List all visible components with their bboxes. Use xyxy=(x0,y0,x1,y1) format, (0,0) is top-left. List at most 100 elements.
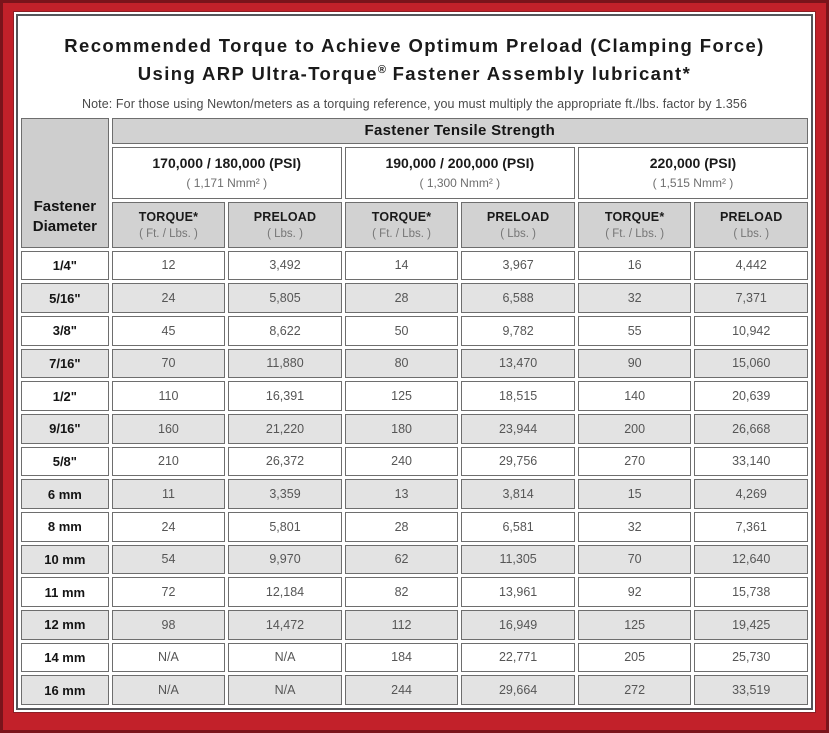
tensile-strength-header: Fastener Tensile Strength xyxy=(111,117,808,144)
fastener-diameter-cell: 5/8" xyxy=(21,446,109,477)
value-cell: 19,425 xyxy=(694,609,808,640)
value-cell: 33,519 xyxy=(694,675,808,705)
fastener-diameter-cell: 14 mm xyxy=(21,642,109,673)
fastener-diameter-cell: 8 mm xyxy=(21,511,109,542)
value-cell: 12,640 xyxy=(694,544,808,575)
value-cell: 125 xyxy=(577,609,692,640)
fastener-diameter-cell: 7/16" xyxy=(21,348,109,379)
preload-unit: ( Lbs. ) xyxy=(500,227,536,240)
value-cell: 62 xyxy=(344,544,459,575)
value-cell: 16,391 xyxy=(228,381,342,411)
value-cell: 14,472 xyxy=(228,609,342,640)
value-cell: 4,442 xyxy=(694,250,808,281)
fastener-diameter-header-line1: Fastener xyxy=(33,198,97,215)
fastener-diameter-cell: 1/4" xyxy=(21,250,109,281)
fastener-diameter-cell: 11 mm xyxy=(21,577,109,607)
value-cell: 29,756 xyxy=(461,446,575,477)
title-block: Recommended Torque to Achieve Optimum Pr… xyxy=(18,16,811,115)
table-row: 12 mm 98 14,472 112 16,949 125 19,425 xyxy=(21,609,808,640)
table-row: 16 mm N/A N/A 244 29,664 272 33,519 xyxy=(21,675,808,705)
torque-label: TORQUE* xyxy=(138,209,199,224)
fastener-diameter-cell: 9/16" xyxy=(21,413,109,444)
value-cell: 205 xyxy=(577,642,692,673)
title-line-2: Using ARP Ultra-Torque® Fastener Assembl… xyxy=(26,60,803,88)
table-body: 1/4" 12 3,492 14 3,967 16 4,442 5/16" 24… xyxy=(21,250,808,705)
table-wrap: Fastener Diameter Fastener Tensile Stren… xyxy=(18,114,811,708)
torque-subheader: TORQUE* ( Ft. / Lbs. ) xyxy=(111,201,226,248)
value-cell: 180 xyxy=(344,413,459,444)
torque-unit: ( Ft. / Lbs. ) xyxy=(605,227,665,240)
preload-subheader: PRELOAD ( Lbs. ) xyxy=(228,201,342,248)
table-row: 9/16" 160 21,220 180 23,944 200 26,668 xyxy=(21,413,808,444)
fastener-diameter-cell: 12 mm xyxy=(21,609,109,640)
note-text: Note: For those using Newton/meters as a… xyxy=(81,96,747,111)
value-cell: 16 xyxy=(577,250,692,281)
value-cell: N/A xyxy=(228,642,342,673)
torque-unit: ( Ft. / Lbs. ) xyxy=(139,227,198,240)
preload-label: PRELOAD xyxy=(486,209,550,224)
value-cell: 18,515 xyxy=(461,381,575,411)
table-row: 11 mm 72 12,184 82 13,961 92 15,738 xyxy=(21,577,808,607)
value-cell: 15,738 xyxy=(694,577,808,607)
value-cell: 5,805 xyxy=(228,283,342,313)
value-cell: 32 xyxy=(577,511,692,542)
value-cell: 6,581 xyxy=(461,511,575,542)
value-cell: 7,361 xyxy=(694,511,808,542)
table-row: 5/16" 24 5,805 28 6,588 32 7,371 xyxy=(21,283,808,313)
value-cell: 54 xyxy=(111,544,226,575)
content-panel: Recommended Torque to Achieve Optimum Pr… xyxy=(16,14,813,710)
value-cell: N/A xyxy=(228,675,342,705)
value-cell: 26,668 xyxy=(694,413,808,444)
value-cell: 72 xyxy=(111,577,226,607)
fastener-diameter-cell: 10 mm xyxy=(21,544,109,575)
psi-header-row: 170,000 / 180,000 (PSI) ( 1,171 Nmm² ) 1… xyxy=(21,146,808,199)
torque-subheader: TORQUE* ( Ft. / Lbs. ) xyxy=(577,201,692,248)
table-row: 14 mm N/A N/A 184 22,771 205 25,730 xyxy=(21,642,808,673)
psi-value: 170,000 / 180,000 (PSI) xyxy=(152,155,302,171)
value-cell: 28 xyxy=(344,283,459,313)
title-line-1: Recommended Torque to Achieve Optimum Pr… xyxy=(64,35,765,56)
value-cell: 7,371 xyxy=(694,283,808,313)
value-cell: 13,961 xyxy=(461,577,575,607)
title-line-2-post: Fastener Assembly lubricant* xyxy=(386,62,692,84)
value-cell: 6,588 xyxy=(461,283,575,313)
nmm-value: ( 1,171 Nmm² ) xyxy=(186,176,268,190)
preload-subheader: PRELOAD ( Lbs. ) xyxy=(694,201,808,248)
value-cell: 24 xyxy=(111,283,226,313)
torque-label: TORQUE* xyxy=(604,209,665,224)
value-cell: N/A xyxy=(111,675,226,705)
fastener-diameter-header: Fastener Diameter xyxy=(21,117,109,248)
preload-label: PRELOAD xyxy=(719,209,783,224)
value-cell: 29,664 xyxy=(461,675,575,705)
fastener-diameter-cell: 1/2" xyxy=(21,381,109,411)
value-cell: 98 xyxy=(111,609,226,640)
psi-group-220: 220,000 (PSI) ( 1,515 Nmm² ) xyxy=(577,146,808,199)
value-cell: 240 xyxy=(344,446,459,477)
value-cell: 12 xyxy=(111,250,226,281)
value-cell: 5,801 xyxy=(228,511,342,542)
title-line-2-pre: Using ARP Ultra-Torque xyxy=(137,62,378,84)
table-row: 1/4" 12 3,492 14 3,967 16 4,442 xyxy=(21,250,808,281)
value-cell: 21,220 xyxy=(228,413,342,444)
value-cell: 244 xyxy=(344,675,459,705)
value-cell: 110 xyxy=(111,381,226,411)
value-cell: 70 xyxy=(111,348,226,379)
value-cell: 70 xyxy=(577,544,692,575)
value-cell: 270 xyxy=(577,446,692,477)
nmm-value: ( 1,515 Nmm² ) xyxy=(652,176,734,190)
value-cell: 3,814 xyxy=(461,479,575,509)
value-cell: 9,782 xyxy=(461,315,575,346)
value-cell: 15 xyxy=(577,479,692,509)
value-cell: 90 xyxy=(577,348,692,379)
value-cell: 80 xyxy=(344,348,459,379)
value-cell: 200 xyxy=(577,413,692,444)
value-cell: 22,771 xyxy=(461,642,575,673)
value-cell: 26,372 xyxy=(228,446,342,477)
fastener-diameter-cell: 5/16" xyxy=(21,283,109,313)
fastener-diameter-cell: 6 mm xyxy=(21,479,109,509)
table-row: 7/16" 70 11,880 80 13,470 90 15,060 xyxy=(21,348,808,379)
panel-outer-border: Recommended Torque to Achieve Optimum Pr… xyxy=(13,11,816,713)
value-cell: 4,269 xyxy=(694,479,808,509)
torque-label: TORQUE* xyxy=(371,209,432,224)
